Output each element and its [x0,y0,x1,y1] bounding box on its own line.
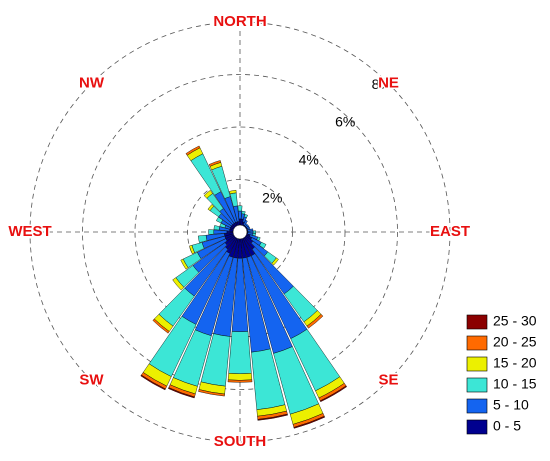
bar-segment [257,413,288,421]
bar-segment [228,331,252,374]
legend-swatch [466,314,488,330]
bar-segment [207,204,215,211]
legend-label: 0 - 5 [493,418,521,434]
bar-segment [259,241,267,249]
legend-label: 15 - 20 [493,355,537,371]
compass-label: SW [79,371,104,388]
bar-segment [256,236,261,242]
bar-segment [198,389,225,397]
bar-segment [152,318,170,334]
bar-segment [216,216,223,224]
bar-segment [180,258,189,270]
bar-segment [252,233,256,237]
bar-segment [252,230,256,234]
legend-label: 10 - 15 [493,376,537,392]
compass-label: NW [79,74,105,91]
legend-swatch [466,398,488,414]
bar-segment [271,257,279,266]
bar-segment [213,225,220,231]
legend-label: 25 - 30 [493,313,537,329]
bar-segment [197,234,208,243]
bar-segment [229,189,237,195]
bar-segment [243,219,248,226]
legend-swatch [466,419,488,435]
ring-label: 4% [299,151,319,167]
bar-segment [293,415,326,429]
compass-label: SOUTH [214,433,267,450]
compass-label: NORTH [213,13,266,30]
bar-segment [319,385,348,403]
bar-segment [189,244,195,255]
bar-segment [203,189,213,199]
bar-segment [243,214,248,218]
bar-segment [168,387,195,399]
ring-label: 6% [335,114,355,130]
bar-segment [185,145,201,156]
compass-label: EAST [430,223,470,240]
bars [140,145,348,429]
ring-label: 2% [262,189,282,205]
ring-label: 8% [372,76,392,92]
bar-segment [140,374,166,391]
compass-label: SE [378,371,398,388]
bar-segment [208,160,222,167]
compass-label: WEST [8,223,51,240]
bar-segment [227,379,253,383]
bar-segment [306,313,324,329]
compass-label: NE [378,74,399,91]
bar-segment [208,229,215,235]
legend-swatch [466,356,488,372]
bar-segment [227,373,253,381]
legend: 0 - 5 5 - 10 10 - 15 15 - 20 20 - 25 25 - 30 [466,313,537,435]
legend-swatch [466,377,488,393]
bar-segment [237,205,243,212]
center-hole [232,224,248,240]
grid-circle [82,74,398,390]
bar-segment [219,222,226,229]
legend-label: 5 - 10 [493,397,529,413]
legend-swatch [466,335,488,351]
bar-segment [241,210,246,215]
bar-segment [172,277,185,291]
legend-label: 20 - 25 [493,334,537,350]
grid-circle [29,21,451,443]
